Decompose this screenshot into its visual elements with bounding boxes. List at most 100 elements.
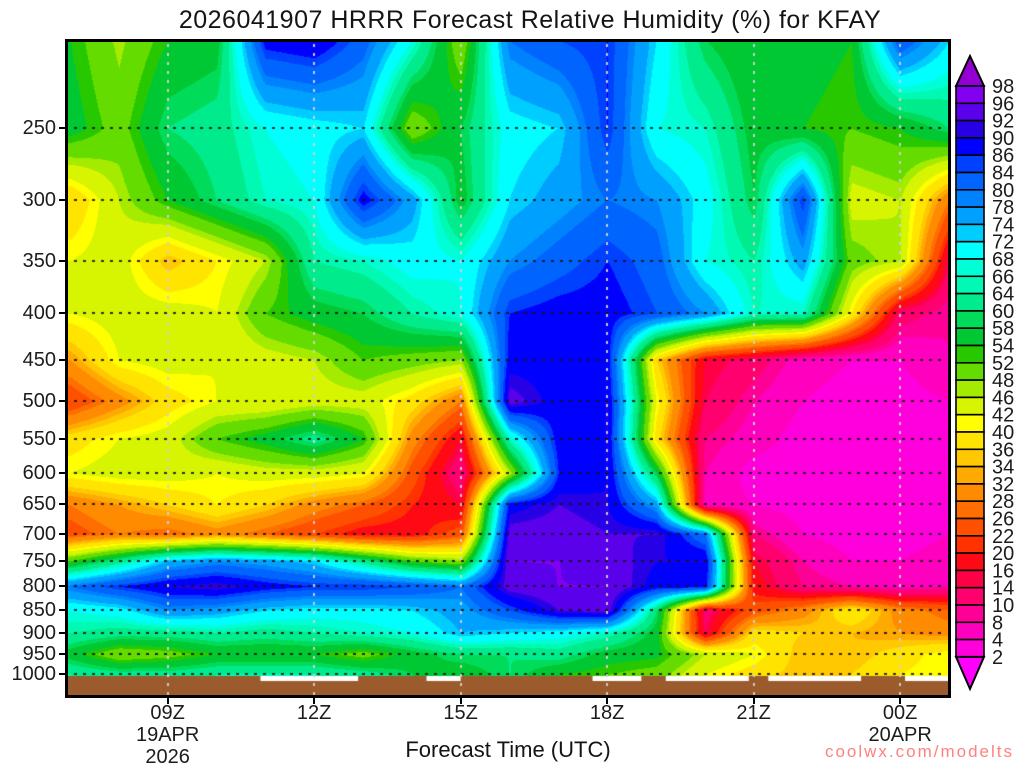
colorbar-label: 52 (992, 353, 1014, 375)
x-tick-label: 15Z (443, 702, 478, 724)
y-tick-label: 400 (22, 302, 56, 325)
y-tick-label: 750 (22, 549, 56, 572)
colorbar-label: 72 (992, 232, 1014, 254)
colorbar-cell (955, 240, 985, 260)
colorbar-cell (955, 85, 985, 105)
colorbar-cell (955, 448, 985, 468)
colorbar-arrow-top (954, 54, 986, 87)
y-tick-label: 950 (22, 642, 56, 665)
colorbar-label: 86 (992, 145, 1014, 167)
y-tick-label: 850 (22, 599, 56, 622)
y-tick-mark (59, 471, 65, 474)
colorbar: 9896929086848078747268666460585452484642… (954, 54, 1014, 692)
x-tick-label: 18Z (589, 702, 625, 724)
colorbar-cell (955, 344, 985, 364)
colorbar-label: 28 (992, 491, 1014, 513)
colorbar-cell (955, 102, 985, 122)
y-tick-label: 700 (22, 522, 56, 545)
colorbar-cell (955, 413, 985, 433)
y-tick-mark (59, 532, 65, 535)
y-tick-mark (59, 503, 65, 506)
plot-frame (65, 39, 951, 698)
y-tick-label: 250 (22, 117, 56, 139)
colorbar-arrow-bottom (954, 655, 986, 692)
colorbar-cell (955, 119, 985, 139)
colorbar-cell (955, 327, 985, 347)
y-tick-mark (59, 312, 65, 315)
x-tick-mark (313, 696, 316, 704)
rh-field-canvas (68, 42, 948, 695)
colorbar-cell (955, 396, 985, 416)
colorbar-cell (955, 517, 985, 537)
x-tick-mark (752, 696, 755, 704)
x-axis-start-date: 19APR (135, 724, 200, 746)
colorbar-cell (955, 621, 985, 641)
colorbar-cell (955, 137, 985, 157)
colorbar-cell (955, 275, 985, 295)
x-axis-title: Forecast Time (UTC) (405, 737, 611, 762)
colorbar-cell (955, 604, 985, 624)
y-tick-mark (59, 259, 65, 262)
y-tick-label: 800 (22, 575, 56, 598)
colorbar-cell (955, 292, 985, 312)
colorbar-label: 64 (992, 284, 1014, 306)
colorbar-label: 42 (992, 405, 1014, 427)
colorbar-cell (955, 154, 985, 174)
y-tick-mark (59, 631, 65, 634)
colorbar-label: 20 (992, 543, 1014, 565)
y-tick-label: 550 (22, 427, 56, 450)
colorbar-cell (955, 206, 985, 226)
y-tick-label: 900 (22, 621, 56, 644)
x-tick-label: 00Z (882, 702, 918, 724)
colorbar-cell (955, 431, 985, 451)
y-tick-mark (59, 358, 65, 361)
y-tick-label: 650 (22, 493, 56, 516)
colorbar-label: 84 (992, 163, 1014, 185)
x-axis-start-year: 2026 (145, 746, 190, 768)
colorbar-label: 66 (992, 266, 1014, 288)
colorbar-label: 10 (992, 595, 1014, 617)
y-tick-label: 1000 (11, 663, 57, 686)
colorbar-label: 34 (992, 457, 1014, 479)
y-tick-mark (59, 198, 65, 201)
colorbar-label: 26 (992, 509, 1014, 531)
colorbar-label: 8 (992, 612, 1003, 634)
x-tick-label: 09Z (150, 702, 185, 724)
y-tick-mark (59, 400, 65, 403)
colorbar-label: 46 (992, 387, 1014, 409)
colorbar-label: 68 (992, 249, 1014, 271)
colorbar-label: 54 (992, 336, 1014, 358)
colorbar-cell (955, 483, 985, 502)
y-tick-mark (59, 437, 65, 440)
colorbar-label: 32 (992, 474, 1014, 496)
colorbar-label: 98 (992, 76, 1014, 98)
x-tick-label: 21Z (736, 702, 771, 724)
page-title: 2026041907 HRRR Forecast Relative Humidi… (178, 6, 882, 34)
colorbar-label: 22 (992, 526, 1014, 548)
y-tick-mark (59, 127, 65, 129)
colorbar-cell (955, 552, 985, 572)
x-tick-label: 12Z (296, 702, 332, 724)
y-tick-mark (59, 652, 65, 655)
colorbar-label: 2 (992, 647, 1003, 669)
x-tick-mark (459, 696, 462, 704)
colorbar-label: 14 (992, 578, 1014, 600)
y-tick-label: 500 (22, 390, 56, 413)
y-tick-mark (59, 673, 65, 676)
colorbar-label: 60 (992, 301, 1014, 323)
colorbar-cell (955, 223, 985, 243)
colorbar-label: 96 (992, 93, 1014, 115)
x-tick-mark (899, 696, 902, 704)
colorbar-label: 80 (992, 180, 1014, 202)
colorbar-label: 92 (992, 111, 1014, 133)
colorbar-cell (955, 534, 985, 554)
colorbar-label: 40 (992, 422, 1014, 444)
y-tick-mark (59, 585, 65, 588)
colorbar-label: 16 (992, 560, 1014, 582)
colorbar-cell (955, 500, 985, 520)
colorbar-cell (955, 258, 985, 278)
x-tick-mark (166, 696, 169, 704)
colorbar-cell (955, 569, 985, 589)
colorbar-cell (955, 310, 985, 329)
